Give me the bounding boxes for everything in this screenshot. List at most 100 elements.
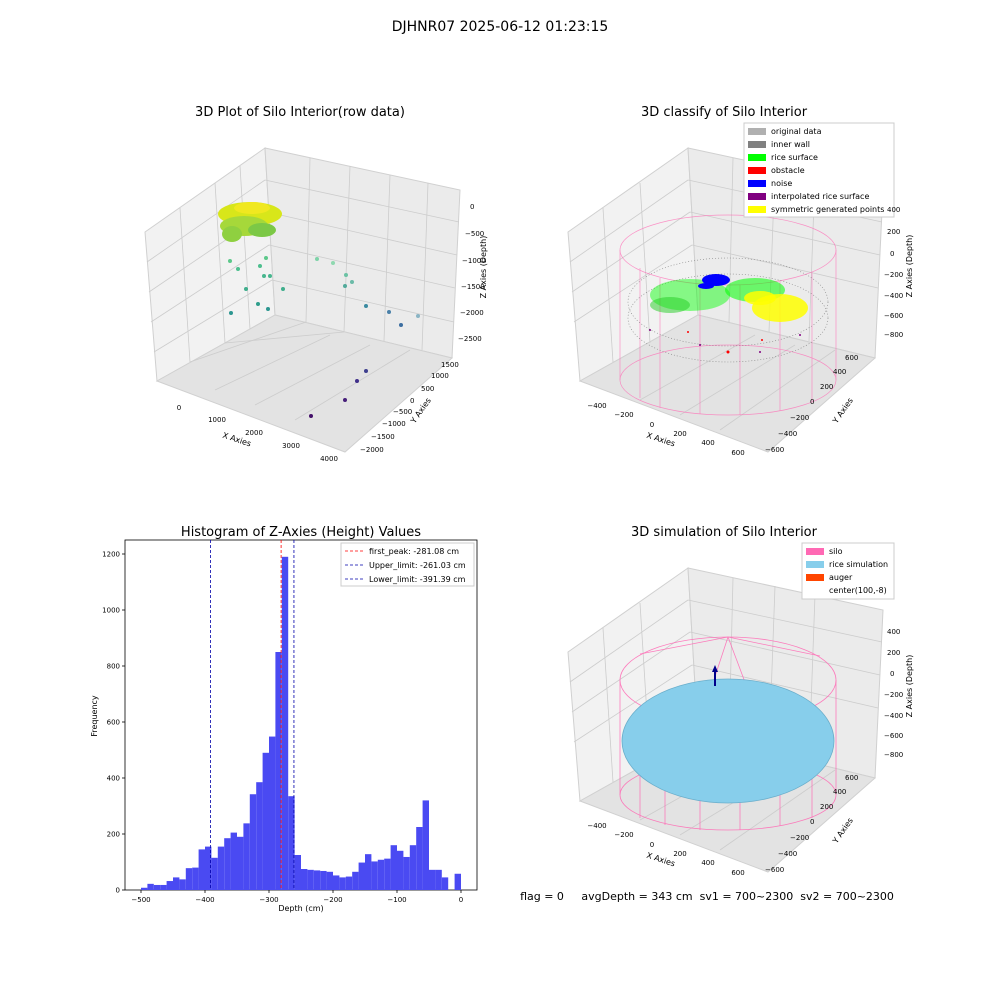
raw-z-tick: −500 [465, 230, 484, 238]
hist-bar [429, 869, 436, 890]
hist-y-tick-label: 600 [107, 719, 120, 727]
legend-swatch-center [806, 587, 824, 594]
legend-label-obstacle: obstacle [771, 166, 805, 175]
hist-bar [333, 875, 340, 890]
hist-x-ticks: −500 −400 −300 −200 −100 0 [131, 890, 463, 904]
hist-bar [403, 856, 410, 890]
sim-y-tick: −400 [778, 850, 797, 858]
hist-bar [147, 883, 154, 890]
hist-bar [294, 855, 301, 890]
hist-x-tick-label: −200 [323, 896, 342, 904]
classify-y-tick: 400 [833, 368, 846, 376]
hist-y-tick-label: 1000 [102, 607, 120, 615]
classify-z-tick: 0 [890, 250, 894, 258]
classify-legend: original data inner wall rice surface ob… [743, 122, 895, 218]
sim-legend: silo rice simulation auger center(100,-8… [801, 542, 895, 600]
hist-bar [422, 800, 429, 890]
legend-label-rice-surface: rice surface [771, 153, 818, 162]
hist-bar [371, 861, 378, 890]
hist-bar [326, 871, 333, 890]
hist-bar [192, 867, 199, 890]
raw-z-tick: −1500 [461, 283, 485, 291]
raw-x-tick: 4000 [320, 455, 338, 463]
classify-x-tick-labels: −400 −200 0 200 400 600 [587, 402, 744, 457]
sim-y-tick: −600 [765, 866, 784, 874]
legend-label-silo: silo [829, 547, 843, 556]
hist-bar [153, 884, 161, 890]
raw-yellow-cluster [218, 202, 282, 242]
classify-y-tick: 0 [810, 398, 814, 406]
sim-x-tick: −200 [614, 831, 633, 839]
legend-label-noise: noise [771, 179, 792, 188]
sim-z-tick: −600 [884, 732, 903, 740]
classify-x-tick: 600 [731, 449, 744, 457]
raw-x-tick: 2000 [245, 429, 263, 437]
legend-swatch-silo [806, 548, 824, 555]
raw-z-tick-labels: 0 −500 −1000 −1500 −2000 −2500 [458, 203, 486, 343]
hist-y-ticks: 0 200 400 600 800 1000 1200 [102, 551, 125, 895]
legend-swatch-interpolated [748, 193, 766, 200]
sim-y-tick: 400 [833, 788, 846, 796]
sim-z-label: Z Axies (Depth) [905, 655, 914, 718]
hist-bar [339, 877, 346, 890]
figure-suptitle: DJHNR07 2025-06-12 01:23:15 [392, 19, 609, 35]
sim-y-tick: 200 [820, 803, 833, 811]
hist-x-tick-label: −400 [195, 896, 214, 904]
hist-bar [166, 881, 173, 890]
hist-y-tick-label: 0 [116, 887, 120, 895]
hist-bar [301, 869, 308, 890]
hist-bar [288, 796, 295, 890]
hist-x-tick-label: −300 [259, 896, 278, 904]
sim-y-tick: −200 [790, 834, 809, 842]
classify-z-label: Z Axies (Depth) [905, 235, 914, 298]
panel-histogram: Histogram of Z-Axies (Height) Values −50… [90, 525, 478, 913]
classify-x-tick: −400 [587, 402, 606, 410]
hist-bar [384, 858, 391, 890]
raw-y-tick: −1000 [382, 420, 406, 428]
hist-bar [173, 877, 180, 890]
hist-bar [230, 832, 237, 890]
hist-vlines [210, 540, 295, 890]
raw-y-tick: 500 [421, 385, 434, 393]
hist-bar [179, 879, 186, 890]
raw-y-tick: −500 [393, 408, 412, 416]
raw-z-tick: 0 [470, 203, 474, 211]
hist-bar [441, 877, 449, 890]
raw-z-tick: −1000 [462, 257, 486, 265]
legend-label-first-peak: first_peak: -281.08 cm [369, 547, 459, 556]
hist-bar [243, 823, 250, 890]
legend-swatch-noise [748, 180, 766, 187]
raw-y-tick: 1500 [441, 361, 459, 369]
raw-y-tick: 0 [410, 397, 414, 405]
hist-bar [365, 854, 372, 890]
legend-swatch-rice-surface [748, 154, 766, 161]
legend-swatch-rice-simulation [806, 561, 824, 568]
sim-y-tick: 0 [810, 818, 814, 826]
sim-z-tick: −400 [884, 712, 903, 720]
hist-bar [313, 870, 321, 890]
legend-label-rice-simulation: rice simulation [829, 560, 888, 569]
hist-bar [377, 859, 385, 890]
classify-y-tick: 200 [820, 383, 833, 391]
legend-label-original-data: original data [771, 127, 822, 136]
hist-bar [211, 857, 218, 890]
hist-bar [435, 869, 442, 890]
classify-symmetric-points [744, 291, 808, 322]
hist-bar [141, 887, 148, 890]
sim-z-tick: −200 [884, 691, 903, 699]
raw-x-tick: 0 [177, 404, 181, 412]
raw-x-tick: 3000 [282, 442, 300, 450]
hist-bar [275, 652, 282, 890]
sim-x-tick: 600 [731, 869, 744, 877]
sim-x-tick: 0 [650, 841, 654, 849]
raw-z-tick: −2000 [460, 309, 484, 317]
hist-bar [281, 556, 289, 890]
hist-title: Histogram of Z-Axies (Height) Values [181, 525, 421, 540]
sim-y-tick-labels: 600 400 200 0 −200 −400 −600 [765, 774, 858, 874]
classify-x-tick: 400 [701, 439, 714, 447]
hist-bar [397, 850, 404, 890]
classify-noise [698, 274, 730, 289]
legend-label-auger: auger [829, 573, 853, 582]
classify-z-tick: −800 [884, 331, 903, 339]
sim-title: 3D simulation of Silo Interior [631, 525, 818, 540]
